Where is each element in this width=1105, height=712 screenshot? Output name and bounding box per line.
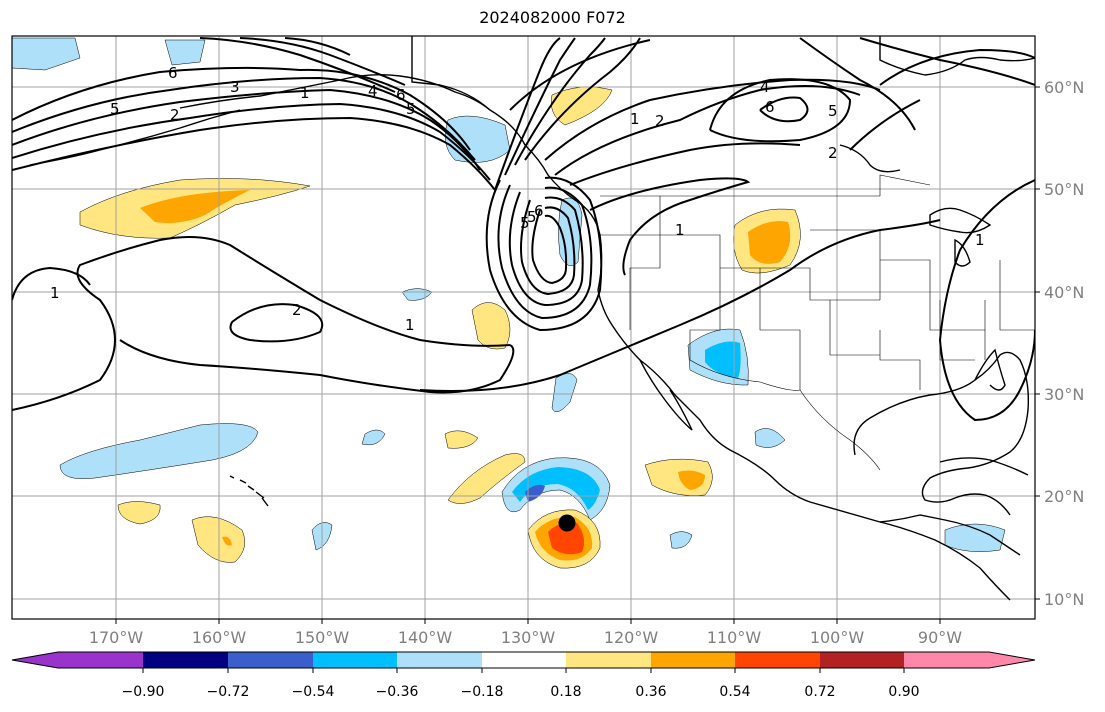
colorbar-tick-label: −0.72: [207, 684, 250, 700]
positive-anomaly-area: [191, 516, 246, 563]
contour-label: 6: [168, 64, 178, 82]
storm-center-marker: [558, 514, 576, 532]
contour-label: 5: [520, 214, 530, 232]
colorbar-bin: [904, 652, 989, 668]
colorbar-tick-label: −0.54: [292, 684, 335, 700]
colorbar-bin: [313, 652, 397, 668]
positive-anomaly-area: [748, 221, 791, 264]
colorbar-tick-label: 0.72: [804, 684, 835, 700]
contour-label: 2: [170, 106, 180, 124]
lat-label: 60°N: [1044, 78, 1084, 97]
negative-anomaly-area: [361, 429, 386, 446]
colorbar-bin: [58, 652, 143, 668]
colorbar-bin: [397, 652, 482, 668]
positive-anomaly-area: [117, 501, 161, 525]
colorbar: −0.90 −0.72 −0.54 −0.36 −0.18 0.18 0.36 …: [11, 651, 1036, 700]
contour-lines: [12, 37, 1035, 422]
contour-label: 3: [230, 78, 240, 96]
colorbar-tick-label: −0.18: [461, 684, 504, 700]
latitude-labels: 60°N 50°N 40°N 30°N 20°N 10°N: [1044, 78, 1084, 609]
map-title: 2024082000 F072: [479, 8, 626, 27]
negative-anomaly-area: [164, 39, 206, 66]
lat-label: 20°N: [1044, 487, 1084, 506]
positive-anomaly-area: [140, 190, 250, 224]
contour-label: 1: [50, 284, 60, 302]
colorbar-bin: [651, 652, 735, 668]
lon-label: 160°W: [192, 628, 247, 647]
contour-label: 2: [655, 112, 665, 130]
positive-anomaly-area: [471, 302, 511, 350]
lat-label: 10°N: [1044, 590, 1084, 609]
contour-label: 1: [975, 231, 985, 249]
colorbar-bin: [228, 652, 313, 668]
map-border: [11, 35, 1036, 620]
colorbar-bin: [566, 652, 651, 668]
contour-label: 5: [828, 102, 838, 120]
lon-label: 170°W: [89, 628, 144, 647]
colorbar-bin: [735, 652, 820, 668]
contour-label: 4: [760, 78, 770, 96]
colorbar-tick-label: 0.36: [635, 684, 666, 700]
colorbar-tick-label: −0.90: [122, 684, 165, 700]
negative-anomaly-area: [59, 423, 259, 479]
contour-label: 6: [765, 98, 775, 116]
colorbar-bin: [482, 652, 566, 668]
colorbar-outline: [11, 651, 1036, 669]
colorbar-bin: [143, 652, 228, 668]
colorbar-tick-label: 0.18: [550, 684, 581, 700]
colorbar-tick-label: −0.36: [376, 684, 419, 700]
lon-label: 90°W: [918, 628, 962, 647]
lon-label: 150°W: [295, 628, 350, 647]
negative-anomaly-area: [525, 484, 545, 502]
lon-label: 110°W: [707, 628, 762, 647]
lat-label: 40°N: [1044, 283, 1084, 302]
contour-label: 5: [527, 208, 537, 226]
contour-label: 6: [534, 202, 544, 220]
colorbar-tick-label: 0.90: [888, 684, 919, 700]
contour-label: 5: [406, 100, 416, 118]
negative-anomaly-area: [754, 428, 786, 448]
negative-anomaly-area: [512, 467, 600, 510]
colorbar-tick-label: 0.54: [719, 684, 750, 700]
contour-label-group: 5 6 3 2 1 4 6 5 5 1 2 4 6 5 2 6 5 1 1 2 …: [50, 64, 985, 334]
colorbar-bin: [820, 652, 904, 668]
positive-anomaly-area: [678, 470, 705, 490]
lon-label: 100°W: [810, 628, 865, 647]
lon-label: 140°W: [398, 628, 453, 647]
lat-label: 30°N: [1044, 385, 1084, 404]
contour-label: 5: [110, 100, 120, 118]
lat-label: 50°N: [1044, 180, 1084, 199]
graticule: [12, 36, 1035, 619]
lon-label: 120°W: [604, 628, 659, 647]
positive-anomaly-area: [222, 536, 232, 546]
contour-label: 1: [300, 84, 310, 102]
contour-label: 2: [828, 144, 838, 162]
colorbar-low-extension: [12, 652, 58, 668]
negative-anomaly-area: [551, 373, 578, 413]
axis-ticks: [115, 86, 1040, 624]
contour-label: 2: [292, 301, 302, 319]
negative-anomaly-area: [705, 341, 741, 378]
positive-anomaly-area: [447, 453, 526, 504]
longitude-labels: 170°W 160°W 150°W 140°W 130°W 120°W 110°…: [89, 628, 962, 647]
contour-label: 4: [368, 82, 378, 100]
contour-label: 1: [405, 316, 415, 334]
contour-label: 1: [630, 110, 640, 128]
shaded-anomaly-layer: [12, 37, 1006, 569]
negative-anomaly-area: [12, 37, 81, 71]
contour-label: 1: [675, 221, 685, 239]
positive-anomaly-area: [444, 430, 479, 449]
positive-anomaly-area: [548, 522, 585, 555]
colorbar-high-extension: [989, 652, 1035, 668]
contour-label: 6: [396, 86, 406, 104]
negative-anomaly-area: [669, 531, 693, 549]
lon-label: 130°W: [501, 628, 556, 647]
